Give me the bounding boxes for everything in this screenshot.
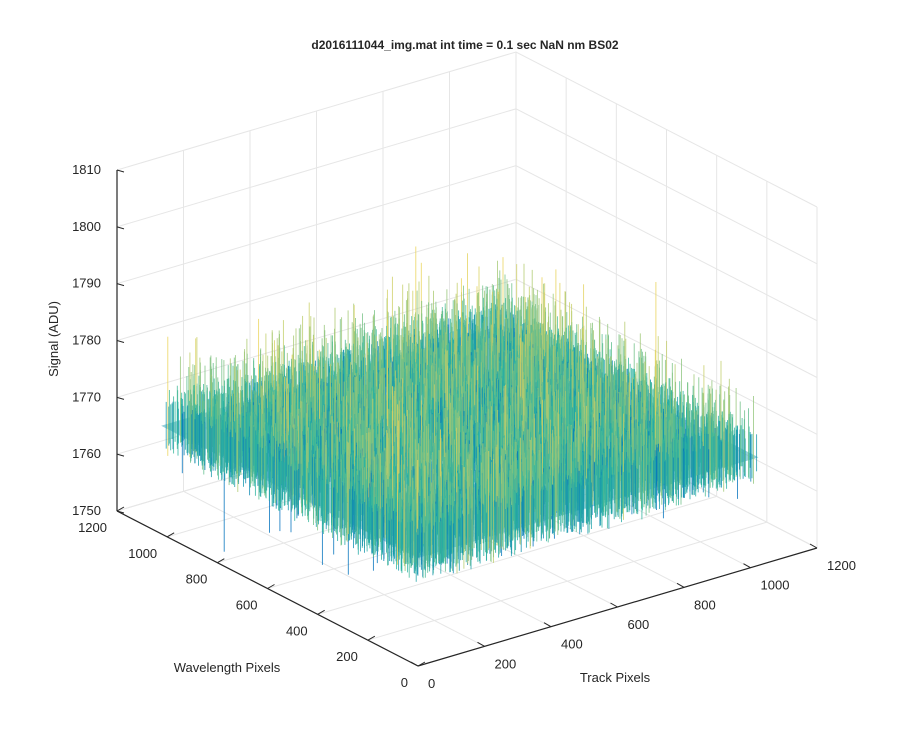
wall-gridline-z [116,51,818,208]
wall-gridline-z [116,165,818,322]
floor-gridline-y [317,495,717,615]
surface-mesh [161,246,759,582]
wall-gridline-z [116,221,818,378]
wall-gridline-z [116,108,818,265]
wall-gridline-z [116,278,818,435]
floor-gridline-y [367,521,767,641]
